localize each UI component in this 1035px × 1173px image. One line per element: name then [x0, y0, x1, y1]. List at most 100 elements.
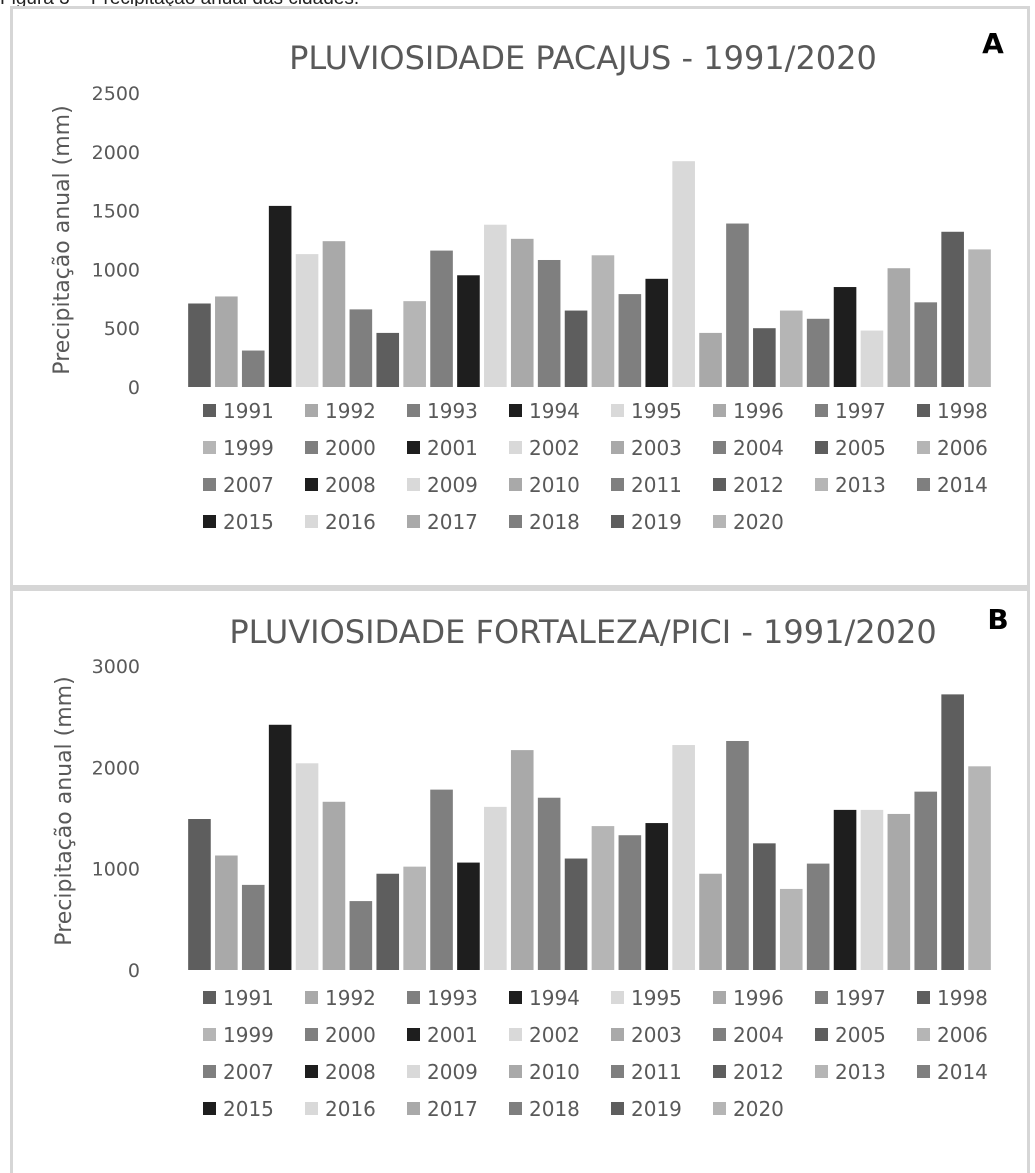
legend-swatch — [509, 1065, 522, 1078]
legend-swatch — [407, 1102, 420, 1115]
legend-entry-1999: 1999 — [223, 1023, 274, 1047]
bar-2018 — [914, 302, 938, 387]
y-tick-label: 1500 — [92, 201, 140, 223]
bar-2000 — [430, 250, 453, 387]
y-tick-label: 1000 — [92, 259, 140, 281]
bar-2017 — [887, 813, 911, 970]
legend-swatch — [713, 1028, 726, 1041]
bar-2005 — [564, 310, 588, 387]
bar-2007 — [618, 835, 642, 970]
legend-entry-1997: 1997 — [835, 399, 886, 423]
legend-swatch — [203, 441, 216, 454]
legend-swatch — [611, 404, 624, 417]
legend-swatch — [815, 404, 828, 417]
legend-entry-2009: 2009 — [427, 473, 478, 497]
bar-2015 — [833, 287, 857, 387]
bar-2008 — [645, 278, 669, 387]
chart-title: PLUVIOSIDADE FORTALEZA/PICI - 1991/2020 — [229, 613, 936, 651]
y-tick-label: 2000 — [92, 142, 140, 164]
bar-2002 — [484, 224, 507, 387]
y-tick-label: 0 — [128, 377, 140, 399]
legend-entry-2017: 2017 — [427, 1097, 478, 1121]
bar-2019 — [941, 694, 964, 970]
legend-entry-1991: 1991 — [223, 986, 274, 1010]
bar-2017 — [887, 268, 911, 387]
legend-entry-1999: 1999 — [223, 436, 274, 460]
legend-swatch — [509, 1102, 522, 1115]
legend-swatch — [509, 1028, 522, 1041]
legend-entry-2005: 2005 — [835, 1023, 886, 1047]
legend-entry-2008: 2008 — [325, 1060, 376, 1084]
bar-1992 — [215, 855, 238, 970]
legend-swatch — [203, 1102, 216, 1115]
legend-swatch — [917, 991, 930, 1004]
bar-2004 — [537, 259, 561, 387]
legend-swatch — [611, 1028, 624, 1041]
bar-1997 — [349, 901, 373, 970]
bar-1998 — [376, 332, 400, 387]
legend-swatch — [203, 478, 216, 491]
legend-entry-2002: 2002 — [529, 436, 580, 460]
legend-entry-2001: 2001 — [427, 1023, 478, 1047]
legend-entry-1992: 1992 — [325, 986, 376, 1010]
bar-2014 — [806, 863, 830, 970]
legend-swatch — [815, 478, 828, 491]
legend-swatch — [509, 478, 522, 491]
bar-2004 — [537, 797, 561, 970]
legend-swatch — [815, 1065, 828, 1078]
bar-2016 — [860, 330, 884, 387]
y-tick-label: 1000 — [92, 859, 140, 881]
legend-entry-2010: 2010 — [529, 473, 580, 497]
legend-swatch — [407, 478, 420, 491]
legend-swatch — [917, 1028, 930, 1041]
legend-entry-1996: 1996 — [733, 399, 784, 423]
bar-2005 — [564, 858, 588, 970]
legend-entry-2005: 2005 — [835, 436, 886, 460]
legend-entry-2006: 2006 — [937, 436, 988, 460]
y-axis-label: Precipitação anual (mm) — [52, 676, 77, 945]
legend-entry-2015: 2015 — [223, 510, 274, 534]
legend-entry-2013: 2013 — [835, 473, 886, 497]
legend-swatch — [203, 991, 216, 1004]
legend-entry-2006: 2006 — [937, 1023, 988, 1047]
legend-entry-1997: 1997 — [835, 986, 886, 1010]
bar-1999 — [403, 301, 426, 387]
legend-swatch — [407, 515, 420, 528]
legend-entry-1996: 1996 — [733, 986, 784, 1010]
legend-entry-2007: 2007 — [223, 1060, 274, 1084]
legend-swatch — [713, 441, 726, 454]
bar-2003 — [510, 750, 534, 970]
legend-swatch — [407, 1028, 420, 1041]
legend-swatch — [305, 404, 318, 417]
y-tick-label: 2500 — [92, 83, 140, 105]
bar-2015 — [833, 809, 857, 970]
legend-entry-2012: 2012 — [733, 473, 784, 497]
legend-entry-1994: 1994 — [529, 986, 580, 1010]
bar-2009 — [672, 161, 695, 387]
legend-swatch — [203, 404, 216, 417]
y-axis-label: Precipitação anual (mm) — [50, 105, 75, 374]
legend-swatch — [917, 441, 930, 454]
legend-entry-2020: 2020 — [733, 1097, 784, 1121]
legend-entry-2004: 2004 — [733, 436, 784, 460]
legend-swatch — [611, 1065, 624, 1078]
bar-1993 — [241, 884, 265, 970]
chart-title: PLUVIOSIDADE PACAJUS - 1991/2020 — [289, 39, 877, 77]
legend-swatch — [611, 441, 624, 454]
legend-entry-2014: 2014 — [937, 473, 988, 497]
bar-2006 — [591, 826, 615, 970]
chart-b-svg: PLUVIOSIDADE FORTALEZA/PICI - 1991/2020 B… — [52, 603, 1009, 1121]
bar-2010 — [699, 873, 722, 970]
legend-swatch — [305, 1102, 318, 1115]
y-tick-label: 500 — [104, 318, 140, 340]
bar-1996 — [322, 241, 346, 387]
legend-swatch — [713, 1065, 726, 1078]
legend-entry-2011: 2011 — [631, 473, 682, 497]
legend-entry-2003: 2003 — [631, 1023, 682, 1047]
legend-entry-2020: 2020 — [733, 510, 784, 534]
bar-1995 — [295, 254, 319, 387]
bar-2020 — [968, 766, 991, 970]
legend-swatch — [203, 1065, 216, 1078]
y-tick-label: 0 — [128, 960, 140, 982]
panel-label: A — [982, 27, 1004, 60]
